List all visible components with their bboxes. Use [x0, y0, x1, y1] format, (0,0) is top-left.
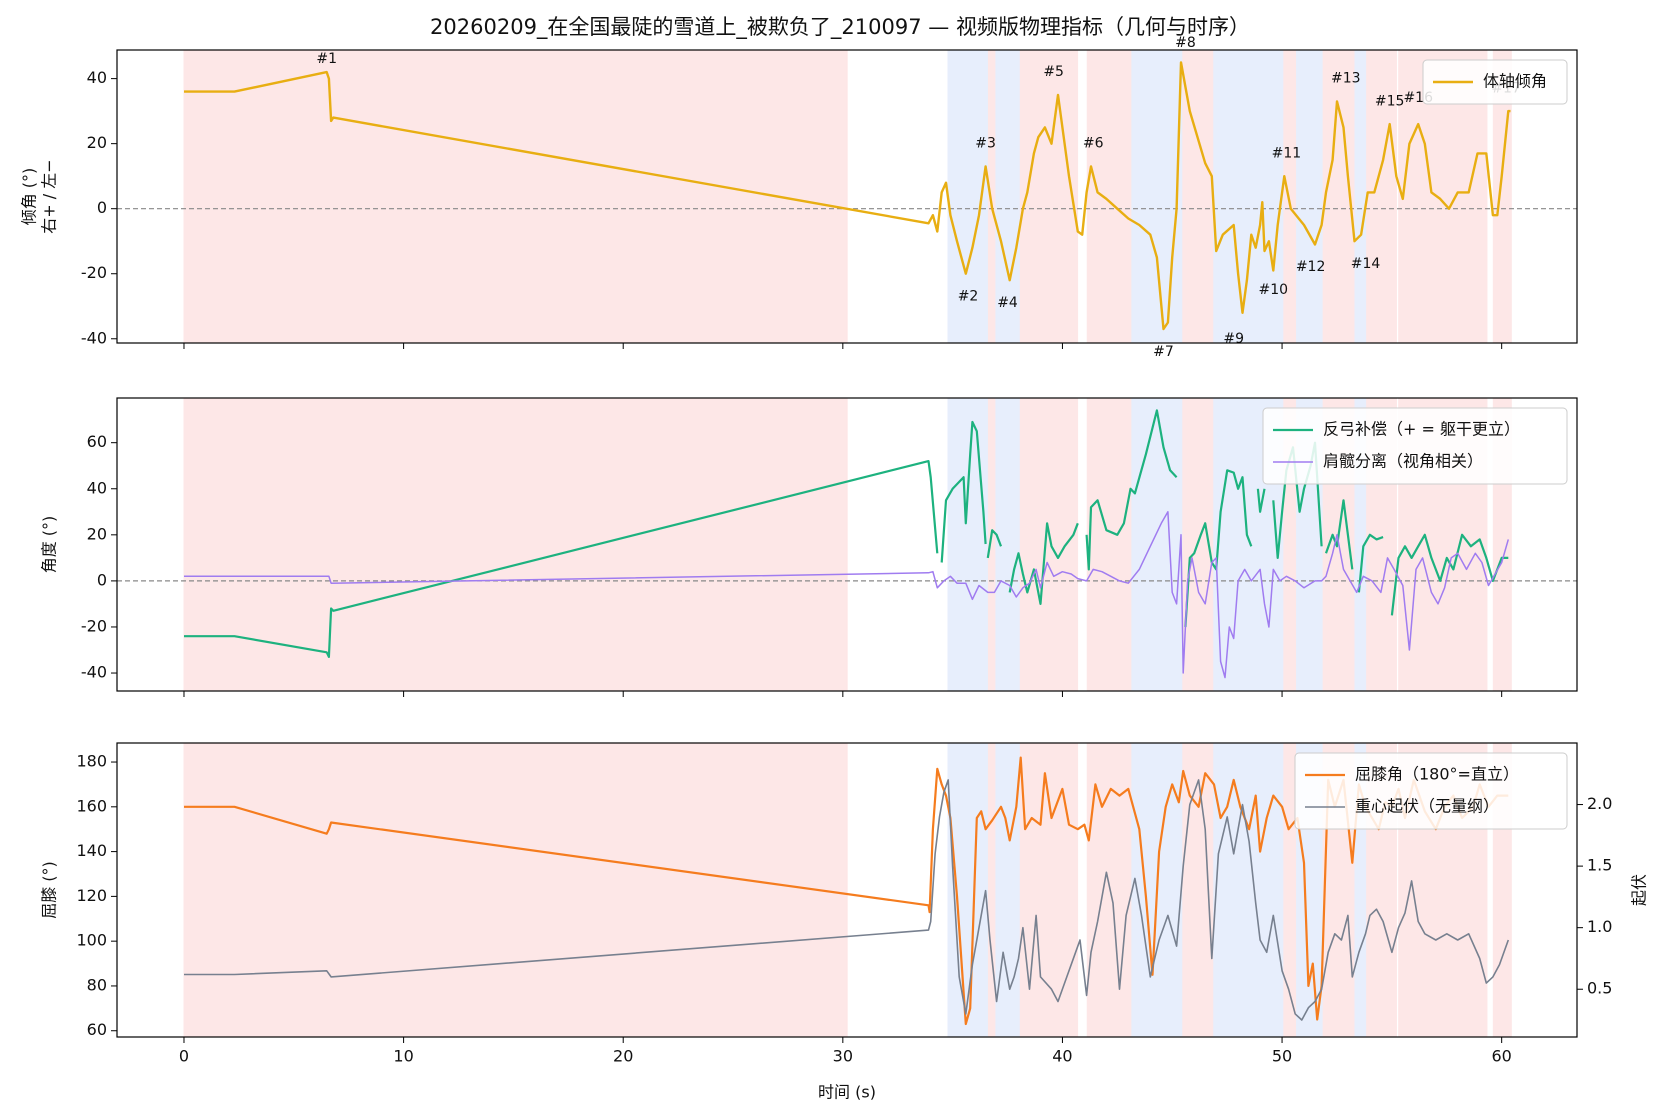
span [1019, 49, 1079, 344]
annotation: #12 [1296, 259, 1326, 275]
span [1354, 49, 1368, 344]
y-tick-label: 20 [87, 524, 107, 543]
span [1019, 397, 1079, 692]
span [995, 742, 1021, 1038]
series-line [184, 61, 1511, 331]
legend-label: 屈膝角（180°=直立） [1355, 765, 1519, 784]
span [1213, 49, 1262, 344]
annotation: #1 [316, 51, 337, 67]
legend-label: 肩髋分离（视角相关） [1323, 452, 1483, 471]
y-tick-label: 180 [76, 752, 107, 771]
annotation: #11 [1272, 145, 1302, 161]
legend-box [1422, 59, 1568, 105]
span [1086, 49, 1133, 344]
y-axis-label: 角度 (°) [40, 516, 59, 574]
annotation: #5 [1043, 64, 1064, 80]
annotation: #4 [997, 295, 1018, 311]
annotation: #13 [1331, 71, 1361, 87]
span [1131, 49, 1184, 344]
y-tick-label: 80 [87, 975, 107, 994]
series-line [184, 409, 1509, 658]
legend-label: 反弓补偿（+ = 躯干更立） [1323, 420, 1520, 439]
x-tick-label: 0 [179, 1047, 189, 1066]
annotation: #15 [1375, 93, 1405, 109]
span [1131, 397, 1184, 692]
chart-title: 20260209_在全国最陡的雪道上_被欺负了_210097 — 视频版物理指标… [430, 15, 1250, 40]
y-tick-label: 60 [87, 1020, 107, 1039]
annotation: #10 [1258, 282, 1288, 298]
y2-axis-label: 起伏 [1630, 874, 1649, 906]
y-tick-label: 40 [87, 478, 107, 497]
x-axis-label: 时间 (s) [818, 1083, 876, 1102]
y-tick-label: 20 [87, 133, 107, 152]
y-tick-label: 100 [76, 931, 107, 950]
annotation: #2 [958, 288, 979, 304]
span [183, 49, 848, 344]
x-tick-label: 50 [1272, 1047, 1292, 1066]
axes-frame [116, 49, 1578, 344]
legend-box [1294, 752, 1568, 830]
span [947, 397, 989, 692]
y2-tick-label: 0.5 [1587, 979, 1612, 998]
span [1019, 742, 1079, 1038]
y2-tick-label: 1.0 [1587, 917, 1612, 936]
y-axis-label: 倾角 (°) [20, 168, 39, 226]
y-tick-label: 160 [76, 796, 107, 815]
annotation: #8 [1175, 35, 1196, 51]
x-tick-label: 20 [613, 1047, 633, 1066]
y-tick-label: 60 [87, 432, 107, 451]
y-tick-label: -20 [81, 263, 107, 282]
span [1283, 49, 1298, 344]
axes-frame [116, 397, 1578, 692]
span [1213, 397, 1262, 692]
span [987, 742, 997, 1038]
y2-tick-label: 1.5 [1587, 856, 1612, 875]
y-tick-label: 40 [87, 68, 107, 87]
y-axis-label: 屈膝 (°) [40, 861, 59, 919]
y-tick-label: 120 [76, 886, 107, 905]
axes-frame [116, 742, 1578, 1038]
annotation: #14 [1351, 256, 1381, 272]
series-line [184, 511, 1510, 679]
annotation: #6 [1083, 136, 1104, 152]
y-tick-label: 0 [97, 198, 107, 217]
x-tick-label: 30 [833, 1047, 853, 1066]
span [1086, 397, 1133, 692]
span [1296, 49, 1324, 344]
annotation: #7 [1153, 344, 1174, 360]
annotation: #3 [975, 136, 996, 152]
annotation: #9 [1223, 331, 1244, 347]
y-tick-label: -40 [81, 663, 107, 682]
y-axis-label: 右+ / 左− [40, 159, 59, 233]
y-tick-label: 140 [76, 841, 107, 860]
span [183, 397, 848, 692]
x-tick-label: 10 [393, 1047, 413, 1066]
y2-tick-label: 2.0 [1587, 794, 1612, 813]
x-tick-label: 40 [1052, 1047, 1072, 1066]
legend-label: 体轴倾角 [1483, 72, 1547, 91]
span [183, 742, 848, 1038]
span [1260, 742, 1285, 1038]
y-tick-label: -40 [81, 328, 107, 347]
y-tick-label: 0 [97, 570, 107, 589]
series-line [184, 779, 1510, 1021]
x-tick-label: 60 [1491, 1047, 1511, 1066]
legend-label: 重心起伏（无量纲） [1355, 797, 1499, 816]
legend-box [1262, 407, 1568, 485]
y-tick-label: -20 [81, 616, 107, 635]
